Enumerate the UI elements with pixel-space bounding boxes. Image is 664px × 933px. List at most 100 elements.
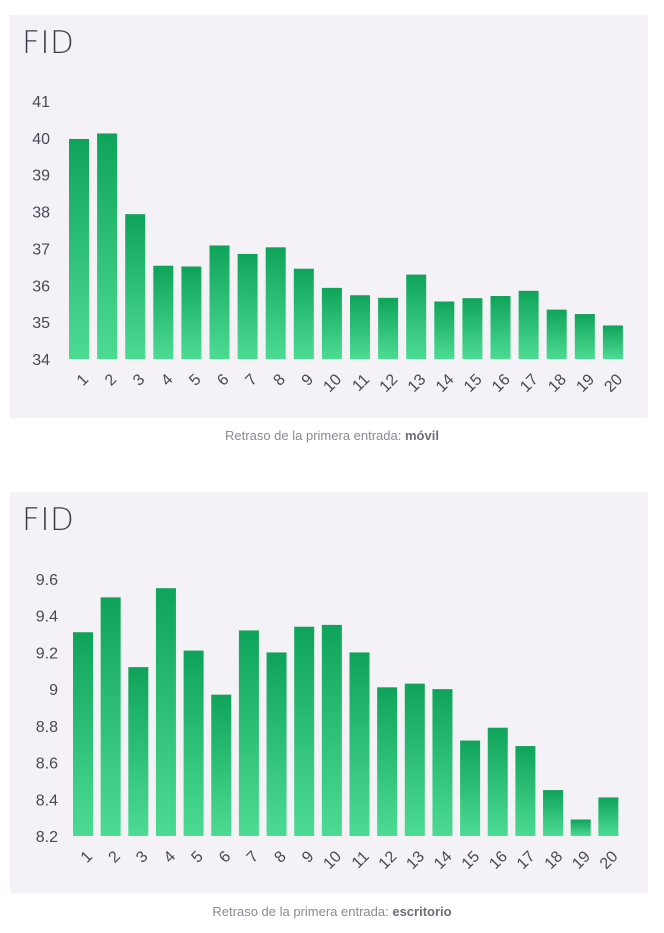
x-tick-label: 15 — [459, 848, 484, 873]
chart-panel-desktop: FID 8.2 8.4 8.6 8.8 9 9.2 9.4 9.6 1 2 3 4 5 6 7 8 9 10 11 1… — [10, 492, 648, 893]
bar — [406, 274, 427, 359]
bar — [125, 214, 146, 359]
bar-chart-desktop: 8.28.48.68.899.29.49.61 2 3 4 5 6 7 8 9 10 11 12 13 1… — [36, 572, 622, 873]
chart-title: FID — [22, 25, 75, 61]
x-tick-label: 18 — [542, 848, 567, 873]
bar — [490, 295, 511, 359]
caption-emphasis: móvil — [404, 428, 439, 443]
y-tick-label: 9.4 — [36, 609, 58, 626]
x-tick-label: 10 — [320, 848, 345, 873]
x-tick-label: 7 — [244, 848, 262, 866]
x-tick-label: 8 — [271, 848, 289, 866]
x-tick-label: 5 — [186, 371, 204, 389]
x-tick-label: 13 — [405, 371, 430, 396]
bar — [69, 138, 89, 359]
x-tick-label: 19 — [573, 371, 598, 396]
bar — [321, 287, 342, 359]
x-tick-label: 1 — [74, 371, 92, 389]
y-tick-label: 36 — [32, 278, 50, 295]
x-tick-label: 12 — [376, 848, 401, 873]
bar — [266, 652, 287, 836]
x-tick-label: 20 — [597, 848, 622, 873]
chart-panel-mobile: FID 34 35 36 37 38 39 40 41 1 2 3 4 5 6 7 8 9 10 11 12 13 14 1… — [10, 15, 648, 418]
bar — [460, 740, 481, 836]
y-tick-label: 40 — [32, 131, 50, 148]
bar — [237, 253, 258, 359]
bar — [378, 297, 399, 359]
y-tick-label: 37 — [32, 241, 50, 258]
x-tick-label: 14 — [431, 848, 456, 873]
x-tick-label: 4 — [158, 371, 176, 389]
y-tick-label: 35 — [32, 315, 50, 332]
x-tick-label: 1 — [78, 848, 96, 866]
bar — [570, 819, 591, 836]
y-tick-label: 38 — [32, 205, 50, 222]
bar — [155, 588, 176, 836]
y-tick-label: 9.2 — [36, 645, 58, 662]
bar — [518, 290, 539, 359]
bar — [350, 295, 370, 359]
x-tick-label: 2 — [102, 371, 120, 389]
bar — [434, 301, 455, 359]
y-tick-label: 39 — [32, 168, 50, 185]
bar — [209, 245, 230, 359]
caption-prefix: Retraso de la primera entrada: — [212, 904, 389, 919]
bar — [153, 265, 174, 359]
bar — [183, 650, 204, 836]
x-tick-label: 13 — [403, 848, 428, 873]
bar — [97, 133, 118, 359]
x-tick-label: 19 — [569, 848, 594, 873]
x-tick-label: 17 — [514, 848, 539, 873]
bar — [598, 797, 619, 836]
y-tick-label: 9.6 — [36, 572, 58, 589]
y-tick-label: 8.6 — [36, 756, 58, 773]
chart-caption-desktop: Retraso de la primera entrada: escritori… — [0, 904, 664, 919]
bar — [574, 314, 595, 359]
x-tick-label: 20 — [601, 371, 626, 396]
bar — [100, 597, 121, 836]
bar — [238, 630, 259, 836]
bar — [432, 689, 453, 836]
x-tick-label: 6 — [216, 848, 234, 866]
x-tick-label: 3 — [130, 371, 148, 389]
x-tick-label: 15 — [461, 371, 486, 396]
bar — [546, 309, 567, 359]
bar — [515, 746, 536, 836]
x-tick-label: 7 — [242, 371, 260, 389]
x-tick-label: 6 — [214, 371, 232, 389]
bar — [404, 683, 425, 836]
x-tick-label: 11 — [349, 371, 373, 395]
bar — [543, 790, 564, 836]
bar — [211, 694, 232, 836]
bar — [602, 325, 623, 359]
y-tick-label: 9 — [49, 682, 58, 699]
x-tick-label: 9 — [299, 371, 317, 389]
bar — [128, 667, 149, 836]
x-tick-label: 17 — [517, 371, 542, 396]
x-tick-label: 2 — [106, 848, 124, 866]
x-tick-label: 18 — [545, 371, 570, 396]
chart-caption-mobile: Retraso de la primera entrada: móvil — [0, 428, 664, 443]
bar — [377, 687, 398, 836]
bar — [293, 268, 314, 359]
y-tick-label: 8.2 — [36, 829, 58, 846]
bar — [462, 298, 483, 359]
y-tick-label: 41 — [32, 94, 50, 111]
x-tick-label: 5 — [188, 848, 206, 866]
chart-title: FID — [22, 502, 75, 538]
bar — [181, 266, 202, 359]
y-tick-label: 34 — [32, 352, 50, 369]
bar — [265, 247, 286, 359]
x-tick-label: 11 — [349, 848, 373, 872]
caption-emphasis: escritorio — [392, 904, 452, 919]
x-tick-label: 12 — [377, 371, 402, 396]
x-tick-label: 4 — [161, 848, 179, 866]
x-tick-label: 14 — [433, 371, 458, 396]
x-tick-label: 3 — [133, 848, 151, 866]
x-tick-label: 16 — [489, 371, 514, 396]
bar — [73, 632, 93, 836]
x-tick-label: 9 — [299, 848, 317, 866]
y-tick-label: 8.4 — [36, 792, 58, 809]
bar — [321, 624, 342, 836]
